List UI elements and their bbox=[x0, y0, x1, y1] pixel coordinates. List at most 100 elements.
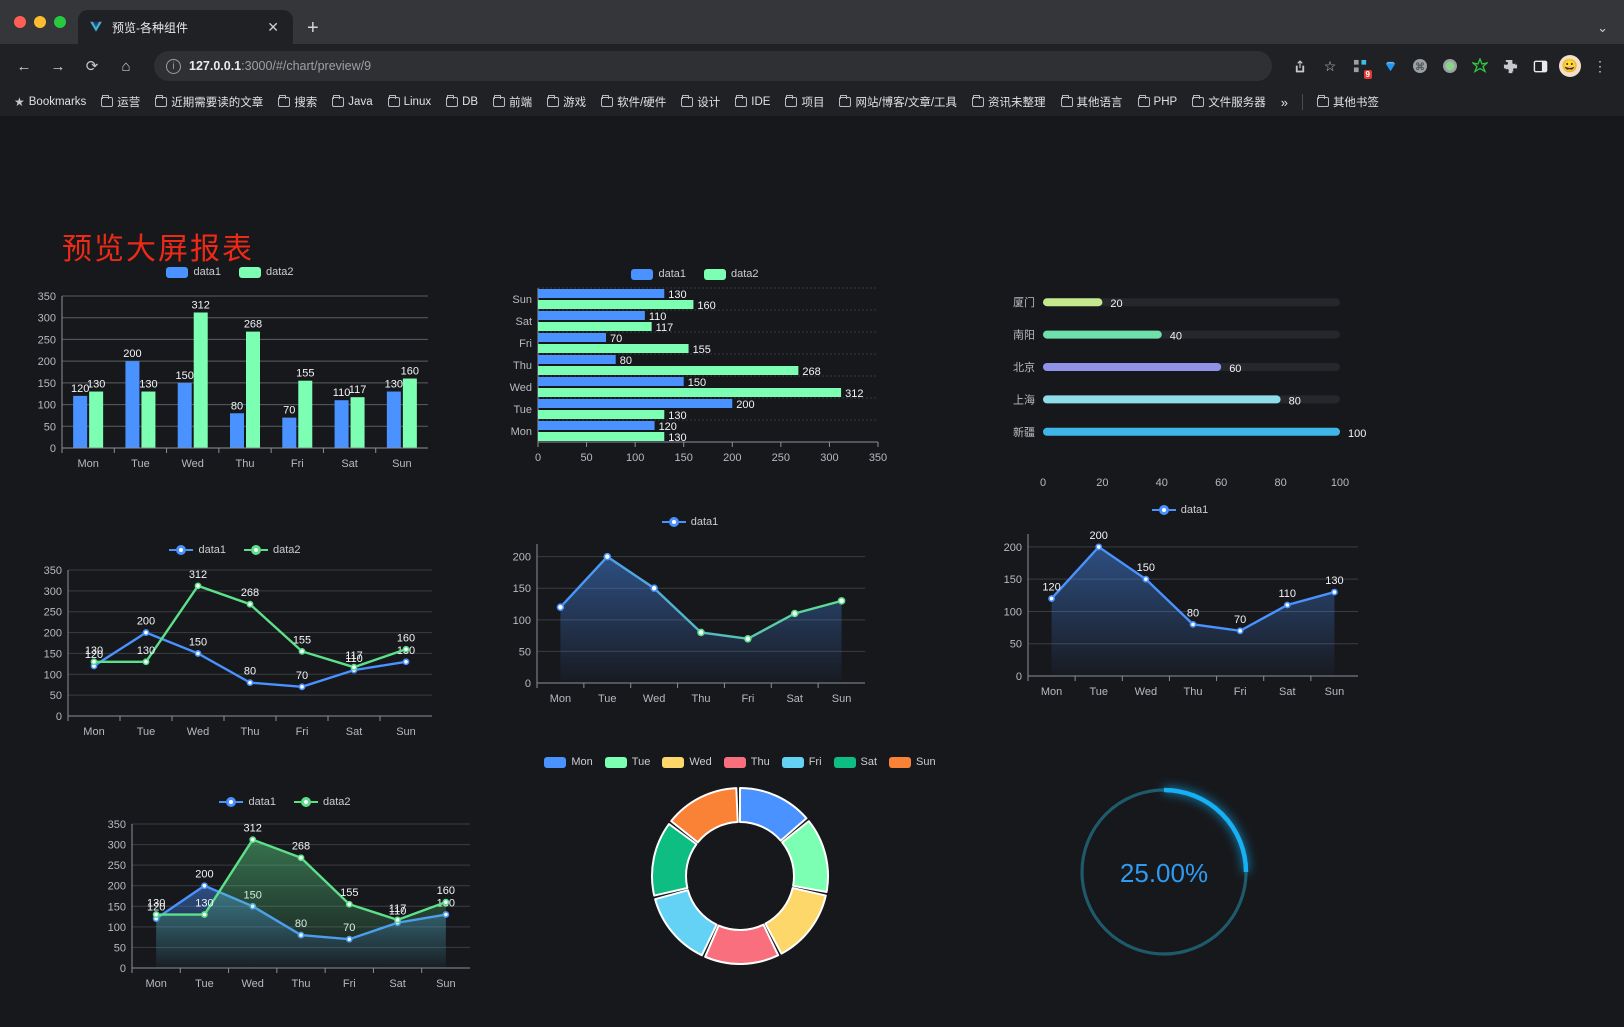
bookmark-folder[interactable]: Java bbox=[326, 94, 378, 110]
legend-line-icon bbox=[169, 545, 194, 555]
svg-text:110: 110 bbox=[345, 653, 363, 665]
bookmark-folder[interactable]: 网站/博客/文章/工具 bbox=[833, 92, 963, 112]
svg-text:Fri: Fri bbox=[1234, 686, 1247, 698]
legend-label: Sun bbox=[916, 756, 936, 768]
bookmark-folder[interactable]: 资讯未整理 bbox=[966, 92, 1052, 112]
other-bookmarks-folder[interactable]: 其他书签 bbox=[1311, 92, 1385, 112]
puzzle-icon[interactable] bbox=[1496, 52, 1524, 80]
legend-item-data2[interactable]: data2 bbox=[244, 544, 301, 556]
legend-item-data1[interactable]: data1 bbox=[166, 266, 221, 278]
legend-item-data1[interactable]: data1 bbox=[1151, 504, 1208, 516]
bookmarks-root[interactable]: ★ Bookmarks bbox=[8, 93, 92, 111]
bookmark-folder[interactable]: 其他语言 bbox=[1055, 92, 1129, 112]
bookmark-folder[interactable]: IDE bbox=[729, 94, 776, 110]
legend-item-fri[interactable]: Fri bbox=[781, 756, 822, 768]
new-tab-button[interactable]: + bbox=[307, 17, 319, 39]
profile-avatar[interactable]: 😀 bbox=[1556, 52, 1584, 80]
legend-item-wed[interactable]: Wed bbox=[662, 756, 712, 768]
bookmark-folder[interactable]: 游戏 bbox=[541, 92, 592, 112]
folder-icon bbox=[839, 95, 852, 107]
svg-text:Mon: Mon bbox=[1041, 686, 1062, 698]
legend-item-data1[interactable]: data1 bbox=[661, 516, 718, 528]
bookmark-label: 搜索 bbox=[294, 97, 318, 109]
svg-text:268: 268 bbox=[241, 587, 259, 599]
more-menu-icon[interactable]: ⋮ bbox=[1593, 57, 1607, 74]
folder-icon bbox=[1316, 95, 1329, 107]
bookmark-folder[interactable]: 软件/硬件 bbox=[595, 92, 672, 112]
extension-grid-icon[interactable]: 9 bbox=[1346, 52, 1374, 80]
bookmark-folder[interactable]: Linux bbox=[382, 94, 438, 110]
bookmark-folder[interactable]: 运营 bbox=[95, 92, 146, 112]
site-info-icon[interactable]: i bbox=[166, 58, 181, 74]
chart-legend: data1 bbox=[495, 516, 885, 528]
chevron-down-icon[interactable]: ⌄ bbox=[1597, 20, 1608, 35]
forward-button[interactable]: → bbox=[50, 57, 66, 75]
legend-label: Fri bbox=[808, 756, 822, 768]
svg-text:268: 268 bbox=[244, 319, 262, 331]
address-bar-url: 127.0.0.1:3000/#/chart/preview/9 bbox=[189, 59, 371, 73]
bookmark-folder[interactable]: 搜索 bbox=[272, 92, 323, 112]
chart-progress-bars: 厦门 20 南阳 40 北京 60 上海 80 新疆 100 0 20 40 60 80 100 bbox=[985, 276, 1385, 506]
address-bar[interactable]: i 127.0.0.1:3000/#/chart/preview/9 bbox=[154, 51, 1272, 81]
svg-text:300: 300 bbox=[108, 840, 126, 852]
close-window-button[interactable] bbox=[14, 16, 26, 28]
bookmark-star-icon[interactable]: ☆ bbox=[1323, 57, 1337, 74]
legend-item-data1[interactable]: data1 bbox=[169, 544, 226, 556]
svg-text:110: 110 bbox=[333, 387, 351, 399]
folder-icon bbox=[1192, 95, 1205, 107]
bookmark-folder[interactable]: 文件服务器 bbox=[1186, 92, 1272, 112]
legend-item-mon[interactable]: Mon bbox=[544, 756, 593, 768]
back-button[interactable]: ← bbox=[16, 57, 32, 75]
close-tab-icon[interactable]: ✕ bbox=[267, 19, 279, 35]
legend-item-data2[interactable]: data2 bbox=[239, 266, 294, 278]
share-icon[interactable] bbox=[1286, 52, 1314, 80]
svg-text:130: 130 bbox=[385, 379, 403, 391]
maximize-window-button[interactable] bbox=[54, 16, 66, 28]
circle-green-icon[interactable] bbox=[1436, 52, 1464, 80]
svg-text:100: 100 bbox=[38, 400, 56, 412]
svg-text:Fri: Fri bbox=[741, 693, 754, 705]
bookmark-folder[interactable]: 设计 bbox=[675, 92, 726, 112]
legend-item-tue[interactable]: Tue bbox=[604, 756, 650, 768]
svg-text:Mon: Mon bbox=[77, 458, 98, 470]
toolbar-icons: ☆ 9 ⌘ 😀 ⋮ bbox=[1286, 52, 1614, 80]
chart-canvas: 050100150200250300350Mon120130Tue200130W… bbox=[38, 291, 428, 470]
svg-text:Fri: Fri bbox=[519, 338, 532, 350]
reload-button[interactable]: ⟳ bbox=[85, 58, 99, 75]
sidepanel-icon[interactable] bbox=[1526, 52, 1554, 80]
legend-item-data1[interactable]: data1 bbox=[219, 796, 276, 808]
avatar-emoji: 😀 bbox=[1559, 55, 1581, 77]
svg-text:150: 150 bbox=[176, 370, 194, 382]
bookmark-label: 资讯未整理 bbox=[988, 97, 1046, 109]
legend-item-sun[interactable]: Sun bbox=[889, 756, 936, 768]
legend-item-data2[interactable]: data2 bbox=[294, 796, 351, 808]
svg-text:Thu: Thu bbox=[1184, 686, 1203, 698]
bookmark-folder[interactable]: 近期需要读的文章 bbox=[149, 92, 269, 112]
legend-item-sat[interactable]: Sat bbox=[833, 756, 877, 768]
bookmarks-overflow-button[interactable]: » bbox=[1280, 94, 1288, 110]
bookmark-folder[interactable]: 前端 bbox=[487, 92, 538, 112]
legend-item-data2[interactable]: data2 bbox=[704, 268, 759, 280]
folder-icon bbox=[681, 95, 694, 107]
legend-item-data1[interactable]: data1 bbox=[631, 268, 686, 280]
svg-text:Sun: Sun bbox=[392, 458, 412, 470]
svg-text:160: 160 bbox=[401, 366, 419, 378]
svg-text:312: 312 bbox=[192, 300, 210, 312]
star-outline-green-icon[interactable] bbox=[1466, 52, 1494, 80]
diamond-icon[interactable] bbox=[1376, 52, 1404, 80]
minimize-window-button[interactable] bbox=[34, 16, 46, 28]
command-icon[interactable]: ⌘ bbox=[1406, 52, 1434, 80]
bookmark-folder[interactable]: DB bbox=[440, 94, 484, 110]
bookmarks-label: Bookmarks bbox=[28, 96, 87, 108]
other-bookmarks-label: 其他书签 bbox=[1332, 97, 1379, 109]
chart-bar-horizontal: data1 data2 0 50 100 150 200 250 300 350 Sun 130 1… bbox=[490, 268, 900, 480]
bookmark-folder[interactable]: PHP bbox=[1132, 94, 1184, 110]
bookmark-folder[interactable]: 项目 bbox=[779, 92, 830, 112]
svg-text:200: 200 bbox=[513, 552, 531, 564]
browser-tab[interactable]: 预览-各种组件 ✕ bbox=[78, 10, 293, 44]
home-button[interactable]: ⌂ bbox=[121, 57, 131, 75]
svg-text:110: 110 bbox=[389, 906, 407, 918]
svg-text:Tue: Tue bbox=[137, 726, 156, 738]
legend-item-thu[interactable]: Thu bbox=[723, 756, 770, 768]
svg-text:200: 200 bbox=[723, 452, 741, 464]
